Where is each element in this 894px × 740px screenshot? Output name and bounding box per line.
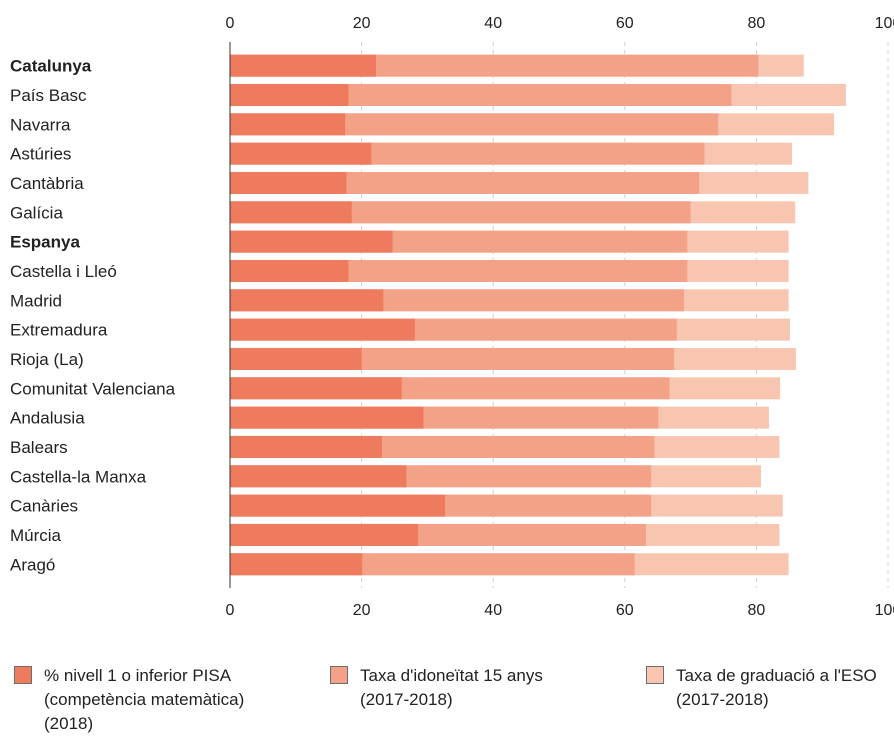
bar-s0 [230, 230, 393, 253]
bar-s0 [230, 494, 446, 517]
category-label: Extremadura [10, 321, 108, 340]
bar-s0 [230, 553, 363, 576]
x-tick-label-top: 0 [226, 15, 235, 32]
bar-s0 [230, 406, 424, 429]
bar-chart: 0 0 20 20 40 40 60 60 80 80 100 100 Catalunya País Ba… [10, 15, 894, 619]
bar-s0 [230, 142, 372, 165]
category-label: Madrid [10, 291, 62, 310]
x-tick-label-top: 100 [875, 15, 894, 32]
bar-s0 [230, 347, 362, 370]
legend-item-idoneitat: Taxa d'idoneïtat 15 anys (2017-2018) [330, 664, 543, 712]
legend: % nivell 1 o inferior PISA (competència … [0, 664, 894, 740]
category-label: Navarra [10, 115, 71, 134]
legend-swatch-graduacio [646, 666, 664, 684]
legend-item-pisa: % nivell 1 o inferior PISA (competència … [14, 664, 244, 736]
x-tick-label-bottom: 80 [748, 602, 766, 619]
category-label: Canàries [10, 497, 78, 516]
category-label: Cantàbria [10, 174, 84, 193]
bar-s0 [230, 377, 402, 400]
category-label: Balears [10, 438, 68, 457]
x-tick-label-bottom: 20 [353, 602, 371, 619]
bar-s1 [230, 171, 700, 194]
category-label: País Basc [10, 86, 87, 105]
bar-s0 [230, 259, 349, 282]
bar-s0 [230, 435, 382, 458]
bar-s0 [230, 318, 415, 341]
category-label: Astúries [10, 145, 71, 164]
category-label: Aragó [10, 555, 55, 574]
category-label: Rioja (La) [10, 350, 84, 369]
bar-s0 [230, 83, 349, 106]
legend-label-idoneitat: Taxa d'idoneïtat 15 anys (2017-2018) [360, 666, 543, 709]
category-label: Catalunya [10, 57, 92, 76]
x-tick-label-bottom: 40 [484, 602, 502, 619]
bar-s1 [230, 113, 719, 136]
x-tick-label-top: 40 [484, 15, 502, 32]
x-tick-label-bottom: 60 [616, 602, 634, 619]
legend-item-graduacio: Taxa de graduació a l'ESO (2017-2018) [646, 664, 877, 712]
category-label: Galícia [10, 203, 63, 222]
category-label: Múrcia [10, 526, 62, 545]
x-tick-label-bottom: 0 [226, 602, 235, 619]
bar-s1 [230, 83, 732, 106]
bar-s0 [230, 201, 352, 224]
category-label: Espanya [10, 233, 80, 252]
x-tick-label-top: 20 [353, 15, 371, 32]
bar-s0 [230, 113, 346, 136]
x-tick-label-top: 60 [616, 15, 634, 32]
category-label: Castella-la Manxa [10, 467, 147, 486]
bar-s0 [230, 523, 419, 546]
x-tick-label-bottom: 100 [875, 602, 894, 619]
x-tick-label-top: 80 [748, 15, 766, 32]
legend-swatch-idoneitat [330, 666, 348, 684]
category-label: Comunitat Valenciana [10, 379, 176, 398]
legend-swatch-pisa [14, 666, 32, 684]
legend-label-graduacio: Taxa de graduació a l'ESO (2017-2018) [676, 666, 877, 709]
legend-label-pisa: % nivell 1 o inferior PISA (competència … [44, 666, 245, 733]
bar-s0 [230, 465, 407, 488]
bar-s0 [230, 171, 347, 194]
category-label: Castella i Lleó [10, 262, 117, 281]
bar-s0 [230, 289, 384, 312]
category-label: Andalusia [10, 409, 85, 428]
bar-s0 [230, 54, 377, 77]
